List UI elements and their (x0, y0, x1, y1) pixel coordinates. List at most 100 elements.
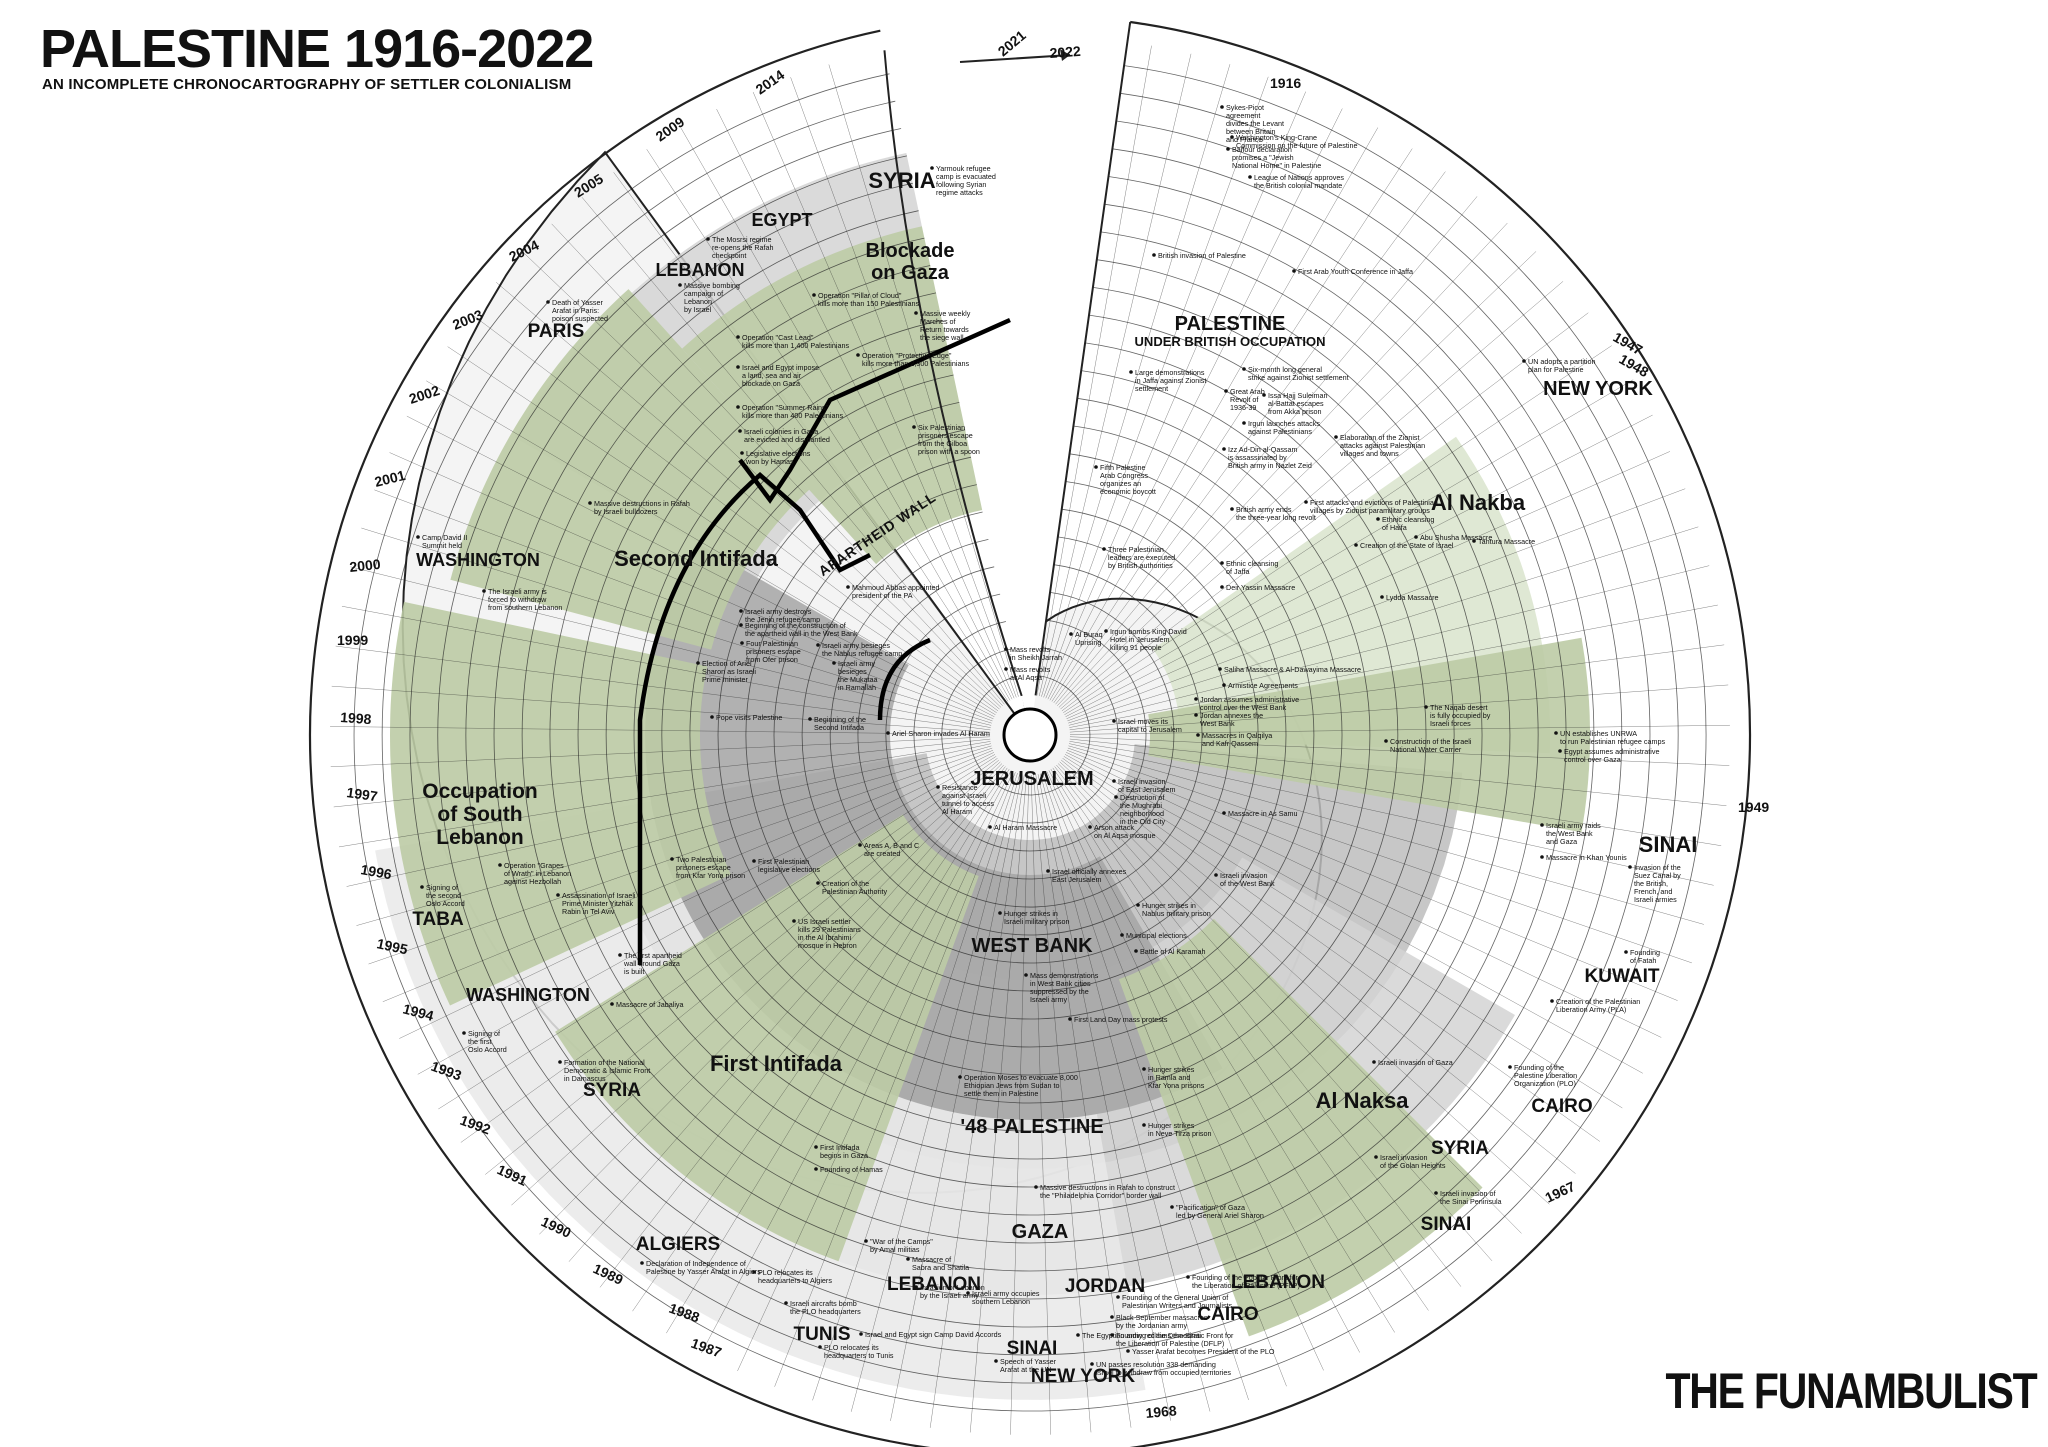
event-dot (1214, 873, 1218, 877)
year-spoke (1048, 770, 1360, 1353)
event-label: Massive destructions in Rafah by Israeli … (594, 499, 690, 516)
year-spoke (399, 752, 995, 1039)
event-dot (1104, 629, 1108, 633)
year-ring (661, 370, 1399, 1104)
year-spoke (1065, 752, 1662, 1038)
event-label: British invasion of Palestine (1158, 251, 1246, 260)
event-label: Founding of the Palestine Liberation Organ… (1514, 1063, 1577, 1088)
event-dot (1116, 1295, 1120, 1299)
event-dot (752, 859, 756, 863)
event-label: Al Haram Massacre (994, 823, 1057, 832)
year-spoke (330, 736, 991, 768)
event-dot (886, 731, 890, 735)
event-dot (416, 535, 420, 539)
year-ring (689, 397, 1371, 1076)
event-dot (958, 1075, 962, 1079)
year-spoke (522, 252, 1002, 708)
event-label: Jordan assumes administrative control ove… (1200, 695, 1299, 712)
event-dot (1110, 1333, 1114, 1337)
event-dot (610, 1002, 614, 1006)
event-label: "Pacification" of Gaza led by General Ari… (1176, 1203, 1264, 1220)
place-label-kuwait: KUWAIT (1585, 966, 1660, 987)
event-dot (1248, 175, 1252, 179)
event-dot (736, 335, 740, 339)
event-dot (710, 715, 714, 719)
year-spoke (1069, 741, 1722, 846)
event-label: US Israeli settler kills 29 Palestinians i… (798, 917, 861, 950)
year-spoke (737, 771, 1014, 1372)
event-dot (738, 429, 742, 433)
year-spoke (1054, 766, 1462, 1287)
event-label: UN adopts a partition plan for Palestine (1528, 357, 1596, 374)
event-dot (1094, 465, 1098, 469)
event-label: Declaration of Independence of Palestine … (646, 1259, 761, 1276)
year-spoke (1067, 488, 1686, 722)
year-spoke (850, 773, 1021, 1412)
event-dot (1126, 1349, 1130, 1353)
event-dot (1102, 547, 1106, 551)
event-label: Israeli army besieges the Mukataa in Ramall… (838, 659, 878, 692)
year-spoke (338, 741, 991, 848)
theme-label-blockade: Blockade on Gaza (866, 240, 955, 284)
period-band (682, 222, 991, 565)
year-spoke (929, 774, 1025, 1428)
theme-label-second-intifada: Second Intifada (614, 546, 779, 571)
year-spoke (485, 759, 1000, 1175)
year-spoke (1064, 754, 1643, 1074)
event-label: Israel moves its capital to Jerusalem (1118, 717, 1182, 734)
event-dot (1194, 697, 1198, 701)
event-dot (816, 881, 820, 885)
event-label: Speech of Yasser Arafat at the UN (1000, 1357, 1057, 1374)
place-label-cairo-1969: CAIRO (1197, 1304, 1258, 1325)
event-label: The Egyptian army reclaims the Sinai (1082, 1331, 1201, 1340)
event-dot (1334, 435, 1338, 439)
event-labels: Sykes-Picot agreement divides the Levant be… (416, 103, 1681, 1377)
event-label: Massive bombing campaign of Lebanon by Isra… (684, 281, 740, 314)
event-label: PLO relocates its headquarters to Tunis (824, 1343, 894, 1360)
year-spoke (361, 527, 992, 724)
place-label-egypt: EGYPT (751, 210, 812, 230)
event-label: Mass revolts in Sheikh Jarrah (1010, 645, 1062, 662)
event-dot (1142, 1123, 1146, 1127)
year-spoke (969, 774, 1027, 1433)
event-dot (1226, 147, 1230, 151)
event-label: Three Palestinian leaders are executed by … (1108, 545, 1175, 570)
event-label: British army ends the three-year long rev… (1236, 505, 1316, 522)
event-dot (1112, 719, 1116, 723)
event-dot (1196, 733, 1200, 737)
event-label: Founding of Fatah (1630, 948, 1660, 965)
year-label: 1949 (1738, 799, 1769, 815)
event-label: Ethnic cleansing of Jaffa (1226, 559, 1278, 576)
event-dot (1222, 447, 1226, 451)
event-dot (792, 919, 796, 923)
event-label: Ethnic cleansing of Haifa (1382, 515, 1434, 532)
place-label-jordan: JORDAN (1065, 1276, 1145, 1297)
event-label: Founding of Hamas (820, 1165, 883, 1174)
year-label: 1948 (1617, 351, 1652, 381)
event-dot (1152, 253, 1156, 257)
year-label: 1998 (340, 709, 372, 727)
year-spoke (716, 108, 1013, 700)
event-label: The Naqab desert is fully occupied by Isra… (1430, 703, 1491, 728)
year-spoke (1046, 771, 1324, 1371)
event-dot (914, 1285, 918, 1289)
apartheid-wall-lines (637, 317, 1011, 965)
event-dot (1134, 949, 1138, 953)
year-spoke (1053, 171, 1446, 703)
year-ring (913, 619, 1147, 852)
year-spoke (1033, 774, 1092, 1433)
year-label: 1990 (539, 1213, 574, 1241)
year-spoke (1035, 774, 1132, 1428)
event-label: Operation Moses to evacuate 8,000 Ethiopi… (964, 1073, 1078, 1098)
year-spoke (632, 767, 1008, 1312)
event-label: Hunger strikes in Nablus military prison (1142, 901, 1211, 918)
event-label: Massacre in Khan Younis (1546, 853, 1627, 862)
place-labels: NEW YORK SINAI KUWAIT CAIRO SYRIA SINAI LEBANO… (412, 168, 1697, 1387)
place-label-sinai-1967: SINAI (1421, 1214, 1472, 1235)
event-label: Six Palestinian prisoners escape from the … (918, 423, 980, 456)
outer-rim (308, 20, 1752, 1447)
place-label-washington-2000: WASHINGTON (416, 550, 540, 570)
event-dot (1110, 1315, 1114, 1319)
event-dot (1090, 1362, 1094, 1366)
